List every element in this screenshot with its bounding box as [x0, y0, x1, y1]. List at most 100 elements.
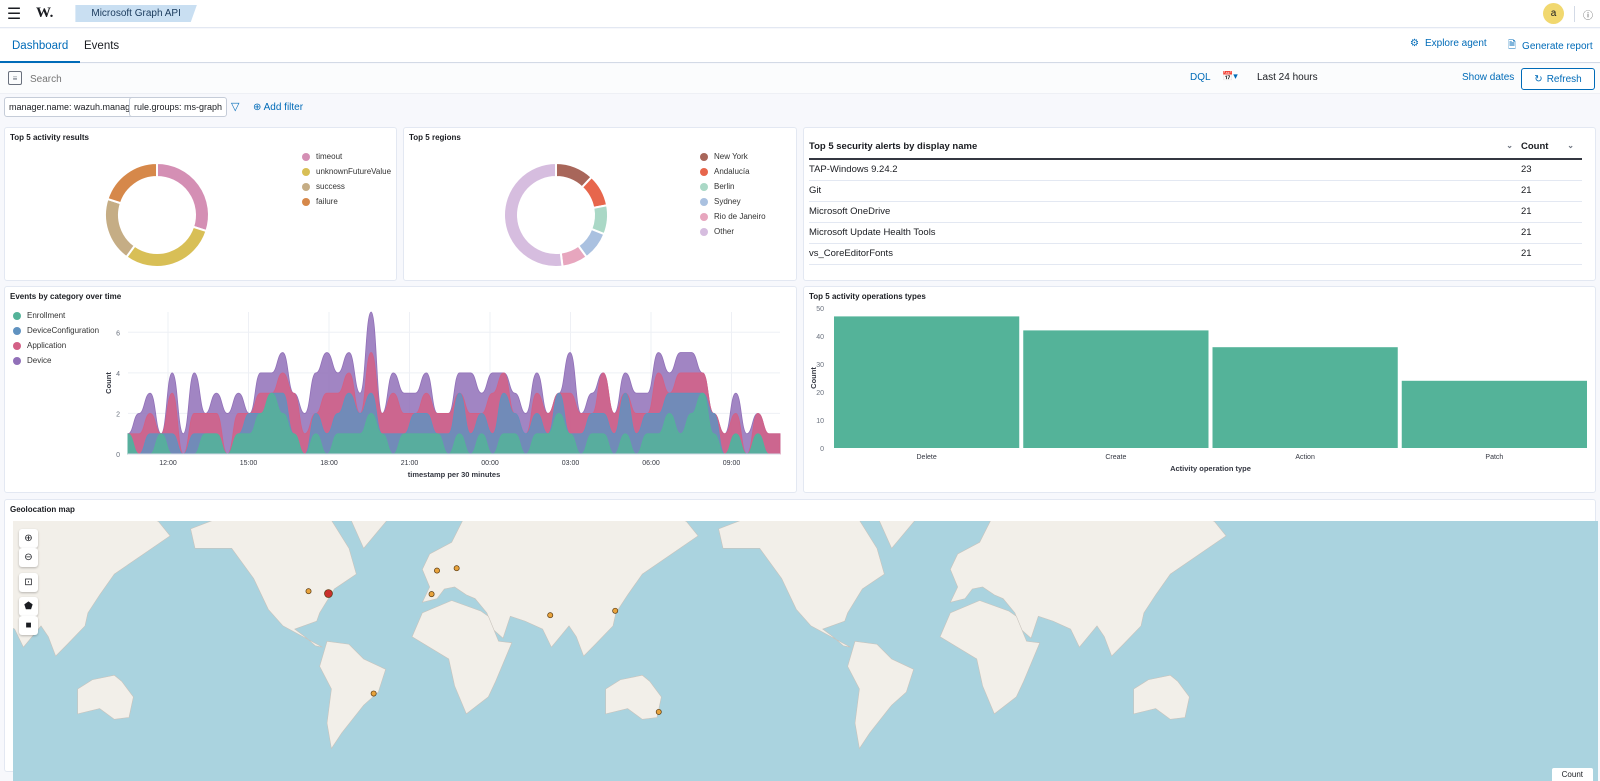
bar[interactable]	[1401, 380, 1587, 448]
table-row: Git 21	[809, 180, 1582, 202]
legend-label: Device	[27, 356, 52, 365]
legend-dot	[13, 341, 21, 350]
saved-query-icon[interactable]: ≡	[8, 71, 22, 85]
legend-label: Rio de Janeiro	[714, 212, 766, 221]
legend-item[interactable]: New York	[700, 149, 766, 164]
sort-icon[interactable]: ⌄	[1506, 141, 1513, 150]
legend-item[interactable]: Sydney	[700, 194, 766, 209]
geolocation-panel: Geolocation map ⊕ ⊖ ⊡ ⬟ ■ Count	[4, 499, 1598, 781]
alert-count: 23	[1521, 159, 1582, 181]
refresh-button[interactable]: ↻ Refresh	[1521, 68, 1595, 90]
legend-item[interactable]: DeviceConfiguration	[13, 323, 99, 338]
legend-dot	[302, 197, 310, 206]
legend-item[interactable]: unknownFutureValue	[302, 164, 391, 179]
landmass	[13, 521, 171, 657]
fit-bounds-icon[interactable]: ⊡	[19, 573, 38, 592]
geo-point[interactable]	[453, 565, 460, 572]
y-axis-label: Count	[809, 367, 818, 389]
y-tick-label: 2	[116, 411, 120, 418]
calendar-icon[interactable]: 📅▾	[1222, 71, 1238, 81]
legend-item[interactable]: Berlin	[700, 179, 766, 194]
geo-point[interactable]	[370, 690, 377, 697]
geo-point[interactable]	[547, 612, 554, 619]
map-canvas[interactable]	[13, 521, 1598, 781]
x-tick-label: Patch	[1485, 454, 1503, 461]
sort-icon[interactable]: ⌄	[1567, 141, 1574, 150]
alert-name: vs_CoreEditorFonts	[809, 243, 1521, 265]
generate-report-button[interactable]: 🗎 Generate report	[1508, 38, 1593, 55]
filter-pill[interactable]: manager.name: wazuh.manager	[4, 97, 144, 117]
query-language-button[interactable]: DQL	[1190, 72, 1211, 83]
bar[interactable]	[1023, 330, 1209, 448]
world-map[interactable]: ⊕ ⊖ ⊡ ⬟ ■ Count	[13, 521, 1598, 781]
geo-point[interactable]	[655, 708, 662, 715]
geo-point[interactable]	[434, 567, 440, 574]
divider	[1574, 6, 1575, 22]
legend-label: New York	[714, 152, 748, 161]
legend-label: failure	[316, 197, 338, 206]
filter-icon[interactable]: ▽	[231, 101, 240, 113]
breadcrumb[interactable]: Microsoft Graph API	[75, 5, 197, 22]
landmass	[1133, 674, 1190, 720]
legend-item[interactable]: success	[302, 179, 391, 194]
table-header-count[interactable]: Count ⌄	[1521, 135, 1582, 160]
draw-rectangle-icon[interactable]: ■	[19, 616, 38, 635]
date-range[interactable]: Last 24 hours	[1257, 72, 1318, 83]
help-icon[interactable]: ⓘ	[1583, 10, 1593, 22]
legend-item[interactable]: Rio de Janeiro	[700, 209, 766, 224]
legend-item[interactable]: Other	[700, 224, 766, 239]
donut-chart[interactable]	[100, 158, 215, 273]
landmass	[190, 521, 357, 648]
agent-icon: ⚙	[1410, 38, 1419, 49]
x-tick-label: Create	[1105, 454, 1126, 461]
pie-slice[interactable]	[106, 161, 158, 205]
operations-panel: Top 5 activity operations types 0 10 20 30 4…	[803, 286, 1596, 493]
x-tick-label: 09:00	[723, 460, 741, 467]
legend-item[interactable]: timeout	[302, 149, 391, 164]
add-filter-button[interactable]: ⊕ Add filter	[253, 102, 304, 113]
geo-point[interactable]	[428, 591, 435, 598]
table-header-name[interactable]: Top 5 security alerts by display name ⌄	[809, 135, 1521, 160]
pie-slice[interactable]	[125, 225, 208, 268]
y-tick-label: 20	[816, 390, 824, 397]
tab-events[interactable]: Events	[84, 40, 120, 52]
explore-agent-button[interactable]: ⚙ Explore agent	[1410, 38, 1487, 49]
bar[interactable]	[1212, 347, 1398, 448]
legend-item[interactable]: Device	[13, 353, 99, 368]
bar[interactable]	[834, 316, 1020, 448]
menu-icon[interactable]: ☰	[6, 5, 22, 23]
draw-polygon-icon[interactable]: ⬟	[19, 597, 38, 616]
legend-dot	[13, 326, 21, 335]
legend-dot	[13, 356, 21, 365]
legend-item[interactable]: Application	[13, 338, 99, 353]
security-alerts-panel: Top 5 security alerts by display name ⌄ C…	[803, 127, 1596, 281]
bar-chart[interactable]: 0 10 20 30 40 50 Delete Create Action Patch Count A…	[804, 301, 1594, 491]
donut-chart[interactable]	[499, 158, 614, 273]
pie-slice[interactable]	[503, 161, 564, 268]
legend-item[interactable]: failure	[302, 194, 391, 209]
avatar[interactable]: a	[1543, 3, 1564, 24]
area-series-enrollment[interactable]	[127, 392, 780, 455]
geo-point[interactable]	[305, 588, 312, 595]
area-chart[interactable]: 0 2 4 6 12:00 15:00 18:00 21:00 00:00 03:00 06:00 0…	[100, 305, 795, 490]
landmass	[411, 600, 513, 715]
legend-item[interactable]: Andalucía	[700, 164, 766, 179]
regions-panel: Top 5 regions New York Andalucía Berlin Syd…	[403, 127, 797, 281]
tab-dashboard[interactable]: Dashboard	[0, 29, 81, 63]
geo-point[interactable]	[324, 589, 333, 598]
filter-pill[interactable]: rule.groups: ms-graph	[129, 97, 228, 117]
zoom-out-icon[interactable]: ⊖	[19, 548, 38, 567]
x-tick-label: 03:00	[562, 460, 580, 467]
show-dates-button[interactable]: Show dates	[1462, 72, 1515, 83]
legend-label: unknownFutureValue	[316, 167, 392, 176]
legend-item[interactable]: Enrollment	[13, 308, 99, 323]
pie-slice[interactable]	[104, 197, 137, 259]
pie-slice[interactable]	[156, 161, 210, 233]
geo-point[interactable]	[612, 607, 619, 614]
zoom-in-icon[interactable]: ⊕	[19, 529, 38, 548]
landmass	[605, 674, 662, 720]
app-logo[interactable]: W.	[36, 5, 54, 21]
generate-report-label: Generate report	[1522, 41, 1593, 52]
search-input[interactable]	[30, 70, 1170, 88]
activity-results-panel: Top 5 activity results timeout unknownFut…	[4, 127, 397, 281]
